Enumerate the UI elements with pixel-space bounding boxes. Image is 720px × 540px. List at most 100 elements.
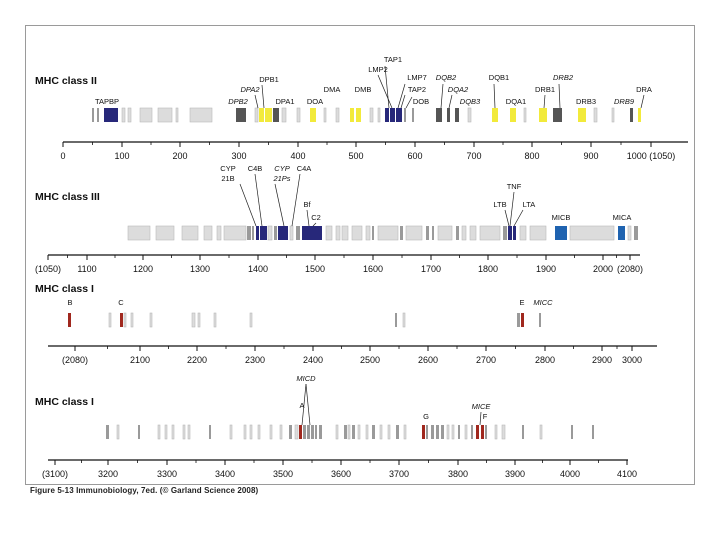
gene-block (356, 108, 361, 122)
axis-tick-label: 1500 (305, 264, 325, 274)
gene-block (347, 424, 351, 440)
gene-label: C4B (248, 164, 263, 173)
gene-block (638, 108, 641, 122)
gene-block (592, 425, 594, 439)
gene-block (351, 225, 363, 241)
gene-block (611, 107, 615, 123)
gene-block (469, 225, 477, 241)
gene-block (412, 108, 414, 122)
gene-label: DRB9 (614, 97, 635, 106)
gene-block (357, 424, 361, 440)
gene-block (436, 425, 439, 439)
gene-block (630, 108, 633, 122)
gene-block (197, 312, 201, 328)
pointer-line (493, 83, 496, 109)
gene-block (402, 312, 406, 328)
pointer-line (384, 65, 390, 109)
panel-title: MHC class II (35, 75, 97, 87)
gene-block (508, 226, 512, 240)
gene-block (203, 225, 213, 241)
gene-block (441, 425, 444, 439)
gene-block (396, 425, 399, 439)
gene-block (387, 424, 391, 440)
gene-label: MICD (296, 374, 316, 383)
gene-block (216, 225, 222, 241)
gene-block (223, 225, 247, 241)
pointer-line (301, 383, 307, 426)
gene-label: DRB1 (535, 85, 555, 94)
gene-block (517, 313, 520, 327)
gene-block (256, 226, 259, 240)
panel-title: MHC class I (35, 283, 94, 295)
gene-label: C4A (297, 164, 312, 173)
gene-block (181, 225, 199, 241)
axis-tick-label: 800 (524, 151, 539, 161)
gene-block (299, 425, 302, 439)
gene-block (92, 108, 94, 122)
pointer-line (405, 96, 413, 109)
axis-tick-label: 2300 (245, 355, 265, 365)
gene-block (369, 107, 374, 123)
gene-label: DPB1 (259, 75, 279, 84)
gene-block (456, 226, 459, 240)
gene-block (259, 108, 264, 122)
pointer-line (274, 183, 285, 227)
gene-block (273, 108, 279, 122)
gene-block (479, 225, 501, 241)
figure-caption: Figure 5-13 Immunobiology, 7ed. (© Garla… (30, 486, 259, 495)
axis-tick-label: 1100 (77, 264, 96, 274)
gene-label: DMB (355, 85, 372, 94)
gene-block (405, 225, 423, 241)
axis-tick-label: 4000 (560, 469, 580, 479)
gene-label: F (483, 412, 488, 421)
pointer-line (306, 209, 310, 227)
gene-block (365, 225, 371, 241)
gene-block (260, 226, 267, 240)
gene-block (341, 225, 349, 241)
gene-block (274, 226, 277, 240)
pointer-line (291, 173, 301, 227)
gene-block (315, 425, 317, 439)
panel-title: MHC class III (35, 191, 100, 203)
axis-tick-label: 1300 (190, 264, 210, 274)
gene-label: TAPBP (95, 97, 119, 106)
pointer-line (254, 94, 259, 109)
gene-label: TAP1 (384, 55, 402, 64)
pointer-line (504, 209, 510, 227)
gene-block (127, 107, 132, 123)
axis-tick-label: (3100) (42, 469, 68, 479)
axis-tick-label: 2100 (130, 355, 150, 365)
gene-block (302, 226, 308, 240)
gene-block (476, 425, 479, 439)
gene-block (569, 225, 615, 241)
gene-block (461, 225, 467, 241)
gene-block (289, 425, 292, 439)
gene-label: DOA (307, 97, 323, 106)
gene-label: DQA1 (506, 97, 526, 106)
axis-tick-label: 1400 (248, 264, 268, 274)
gene-block (249, 312, 253, 328)
axis-tick-label: 100 (114, 151, 129, 161)
gene-block (426, 226, 429, 240)
gene-block (308, 226, 322, 240)
gene-block (213, 312, 217, 328)
gene-label: TNF (507, 182, 522, 191)
pointer-line (261, 84, 265, 109)
gene-block (553, 108, 562, 122)
gene-block (265, 108, 272, 122)
gene-block (344, 425, 347, 439)
gene-label: DRB3 (576, 97, 596, 106)
pointer-line (479, 411, 482, 426)
gene-label: B (67, 298, 72, 307)
gene-block (189, 107, 213, 123)
gene-block (379, 424, 383, 440)
gene-block (404, 108, 406, 122)
gene-block (106, 425, 109, 439)
axis-tick-label: 200 (172, 151, 187, 161)
axis-tick-label: 600 (407, 151, 422, 161)
gene-block (104, 108, 118, 122)
gene-block (385, 108, 389, 122)
gene-label: MICC (533, 298, 553, 307)
axis-tick-label: 3500 (273, 469, 293, 479)
gene-block (481, 425, 484, 439)
